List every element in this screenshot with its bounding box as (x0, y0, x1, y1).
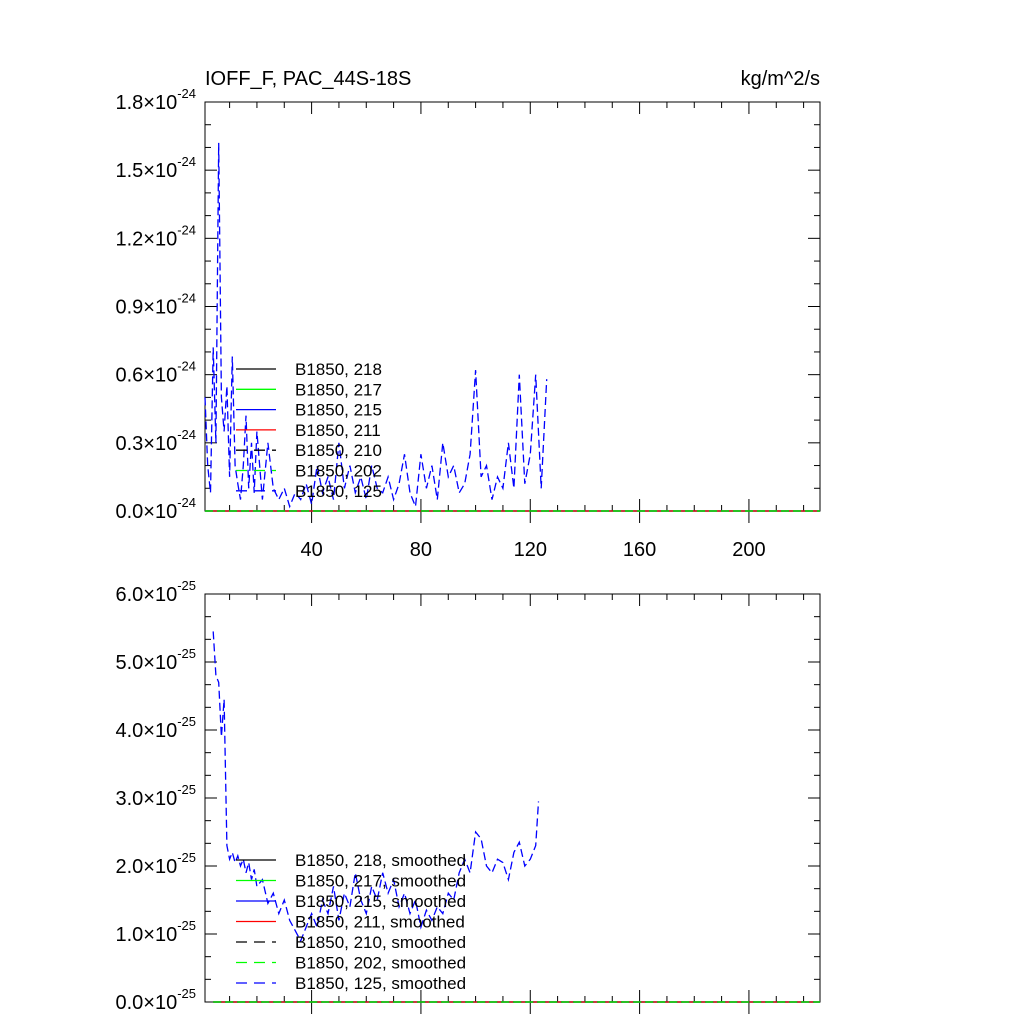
x-tick-label: 120 (514, 539, 547, 561)
legend-label: B1850, 125, smoothed (295, 974, 466, 993)
legend-label: B1850, 218, smoothed (295, 851, 466, 870)
y-tick-label: 2.0×10-25 (115, 850, 196, 878)
y-tick-label: 1.5×10-24 (115, 154, 196, 182)
legend-label: B1850, 215, smoothed (295, 892, 466, 911)
y-tick-label: 5.0×10-25 (115, 646, 196, 674)
legend-label: B1850, 211 (295, 421, 381, 440)
series-line (212, 631, 540, 943)
y-tick-label: 3.0×10-25 (115, 782, 196, 810)
x-tick-label: 80 (410, 539, 432, 561)
y-tick-label: 6.0×10-25 (115, 578, 196, 606)
bottom-panel: 0.0×10-25 1.0×10-25 2.0×10-25 3.0×10-25 4.0×… (115, 578, 821, 1014)
y-tick-label: 0.9×10-24 (115, 291, 196, 319)
chart-title: IOFF_F, PAC_44S-18S (205, 68, 411, 90)
legend-label: B1850, 215 (295, 401, 382, 420)
y-tick-label: 0.0×10-25 (115, 986, 196, 1014)
legend-label: B1850, 217 (295, 380, 382, 399)
y-tick-label: 4.0×10-25 (115, 714, 196, 742)
top-panel: IOFF_F, PAC_44S-18S kg/m^2/s 40 80 120 160 200… (115, 68, 821, 561)
y-tick-label: 0.0×10-24 (115, 495, 196, 523)
legend-label: B1850, 211, smoothed (295, 913, 465, 932)
series-line (204, 142, 548, 509)
y-tick-label: 1.2×10-24 (115, 222, 196, 250)
legend-label: B1850, 125 (295, 482, 382, 501)
y-tick-label: 0.6×10-24 (115, 359, 196, 387)
units-label: kg/m^2/s (741, 68, 820, 90)
legend-label: B1850, 210 (295, 441, 382, 460)
legend-label: B1850, 218 (295, 360, 382, 379)
x-tick-label: 200 (732, 539, 765, 561)
legend-label: B1850, 210, smoothed (295, 933, 466, 952)
y-tick-label: 0.3×10-24 (115, 427, 196, 455)
legend-label: B1850, 202 (295, 462, 382, 481)
y-tick-label: 1.0×10-25 (115, 918, 196, 946)
y-tick-label: 1.8×10-24 (115, 86, 196, 114)
x-tick-label: 160 (623, 539, 656, 561)
legend-label: B1850, 217, smoothed (295, 872, 466, 891)
legend-label: B1850, 202, smoothed (295, 954, 466, 973)
x-tick-label: 40 (300, 539, 322, 561)
